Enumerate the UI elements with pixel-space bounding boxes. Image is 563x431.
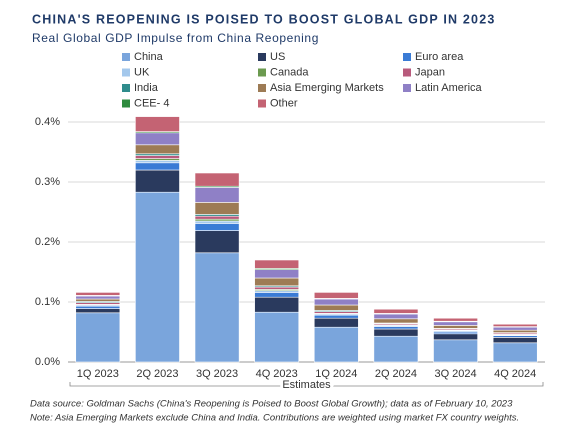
bar-segment xyxy=(135,160,180,164)
legend-label: CEE- 4 xyxy=(134,97,169,109)
bar-segment xyxy=(135,169,180,193)
bar-segment xyxy=(373,326,419,330)
bar-segment xyxy=(373,328,419,337)
bar-segment xyxy=(75,308,121,314)
legend-swatch xyxy=(258,99,266,108)
x-tick-label: 3Q 2024 xyxy=(434,368,476,380)
bar-segment xyxy=(492,337,538,344)
legend-swatch xyxy=(258,84,266,92)
chart-subtitle: Real Global GDP Impulse from China Reope… xyxy=(32,31,319,45)
bar-segment xyxy=(194,172,240,187)
bar-segment xyxy=(194,230,240,254)
legend-swatch xyxy=(122,99,130,108)
bar-segment xyxy=(135,144,180,155)
legend-label: Canada xyxy=(270,66,309,78)
chart-title: CHINA'S REOPENING IS POISED TO BOOST GLO… xyxy=(32,12,496,26)
bar-segment xyxy=(254,296,300,313)
legend-swatch xyxy=(403,68,411,77)
bar-segment xyxy=(492,326,538,331)
legend-label: Latin America xyxy=(415,82,483,94)
bar-segment xyxy=(313,292,359,299)
x-tick-label: 1Q 2024 xyxy=(315,368,357,380)
bar-segment xyxy=(313,304,359,311)
y-tick-label: 0.0% xyxy=(35,356,60,368)
bar-segment xyxy=(433,321,478,326)
bar-segment xyxy=(492,342,538,363)
bar-segment xyxy=(433,339,478,363)
bar-segment xyxy=(313,298,359,306)
legend-label: US xyxy=(270,51,285,63)
y-tick-label: 0.2% xyxy=(35,236,60,248)
bar-segment xyxy=(373,313,419,320)
estimates-label: Estimates xyxy=(282,379,331,391)
bar-segment xyxy=(254,277,300,287)
x-tick-label: 1Q 2023 xyxy=(77,368,119,380)
x-tick-label: 4Q 2024 xyxy=(494,368,536,380)
bar-segment xyxy=(313,326,359,363)
bar-segment xyxy=(135,191,180,363)
bar-segment xyxy=(254,286,300,290)
bar-segment xyxy=(194,252,240,363)
bar-segment xyxy=(254,311,300,363)
footnote: Note: Asia Emerging Markets exclude Chin… xyxy=(30,413,519,424)
bar-segment xyxy=(433,333,478,341)
bar-segment xyxy=(254,292,300,298)
legend-label: Asia Emerging Markets xyxy=(270,82,384,94)
legend-label: Euro area xyxy=(415,51,464,63)
bar-segment xyxy=(194,187,240,203)
bar-segment xyxy=(373,308,419,314)
bar-segment xyxy=(75,295,121,300)
x-tick-label: 3Q 2023 xyxy=(196,368,238,380)
bar-segment xyxy=(373,318,419,324)
bar-segment xyxy=(135,116,180,132)
bar-segment xyxy=(433,317,478,322)
legend-swatch xyxy=(122,84,130,92)
x-tick-label: 2Q 2024 xyxy=(375,368,417,380)
legend-swatch xyxy=(258,68,266,77)
legend-label: Japan xyxy=(415,66,445,78)
bar-segment xyxy=(135,155,180,159)
y-tick-label: 0.1% xyxy=(35,296,60,308)
legend-swatch xyxy=(403,84,411,92)
bar-segment xyxy=(135,132,180,146)
legend-swatch xyxy=(258,53,266,61)
bar-segment xyxy=(433,325,478,329)
legend-swatch xyxy=(122,68,130,77)
source-note: Data source: Goldman Sachs (China's Reop… xyxy=(30,399,513,410)
y-tick-label: 0.4% xyxy=(35,116,60,128)
legend-swatch xyxy=(122,53,130,61)
bar-segment xyxy=(194,223,240,231)
bar-segment xyxy=(194,202,240,215)
bar-segment xyxy=(254,259,300,269)
bar-segment xyxy=(75,292,121,296)
x-tick-label: 4Q 2023 xyxy=(256,368,298,380)
x-tick-label: 2Q 2023 xyxy=(136,368,178,380)
legend-swatch xyxy=(403,53,411,61)
bar-segment xyxy=(254,269,300,279)
bar-segment xyxy=(492,329,538,333)
bar-segment xyxy=(194,215,240,220)
bar-segment xyxy=(194,220,240,224)
y-tick-label: 0.3% xyxy=(35,176,60,188)
estimates-bracket xyxy=(69,382,544,387)
bar-segment xyxy=(313,317,359,328)
legend-label: Other xyxy=(270,97,298,109)
legend-label: UK xyxy=(134,66,150,78)
bar-segment xyxy=(135,162,180,171)
legend-label: India xyxy=(134,82,159,94)
bar-segment xyxy=(492,323,538,327)
bar-segment xyxy=(373,335,419,363)
legend-label: China xyxy=(134,51,164,63)
bar-segment xyxy=(75,298,121,302)
bar-segment xyxy=(313,314,359,319)
bar-segment xyxy=(75,305,121,309)
bar-segment xyxy=(75,312,121,363)
